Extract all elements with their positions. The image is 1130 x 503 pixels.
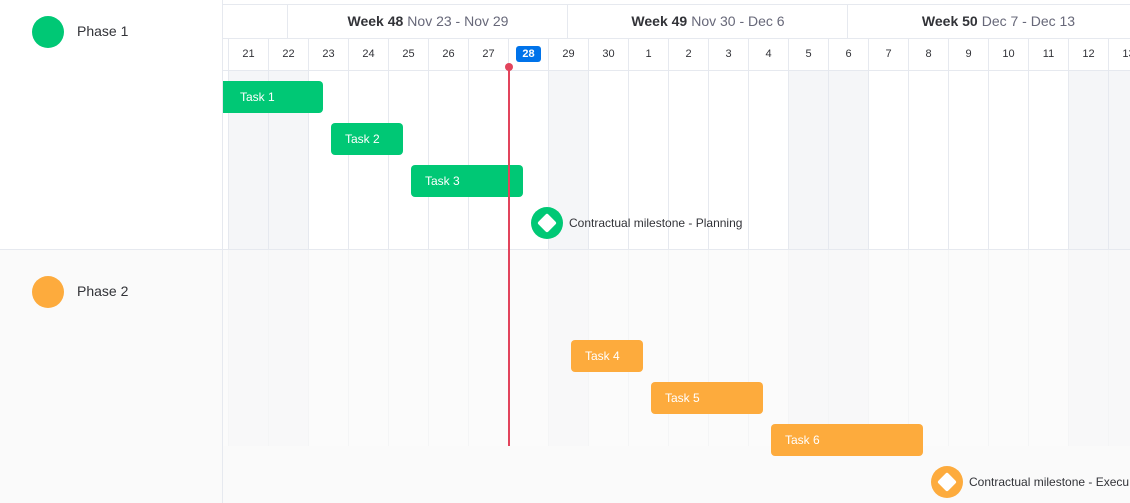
day-cell: 13 [1108,38,1130,70]
week-header-cell: Week 48 Nov 23 - Nov 29 [287,5,568,38]
day-cell: 29 [548,38,588,70]
task-bar-6[interactable]: Task 6 [771,424,923,456]
week-header-cell: Week 49 Nov 30 - Dec 6 [567,5,848,38]
day-cell: 24 [348,38,388,70]
week-header: Week 48 Nov 23 - Nov 29 Week 49 Nov 30 - D… [222,4,1130,39]
day-cell: 9 [948,38,988,70]
day-cell: 4 [748,38,788,70]
day-cell: 11 [1028,38,1068,70]
day-cell-today: 28 [508,38,548,70]
diamond-icon [937,472,957,492]
week-range: Dec 7 - Dec 13 [981,13,1076,29]
day-cell: 26 [428,38,468,70]
phase-2-band [222,249,1130,447]
phase-group-2[interactable]: Phase 2 [0,249,222,503]
week-range: Nov 30 - Dec 6 [691,13,785,29]
day-header: 20 21 22 23 24 25 26 27 28 29 30 1 2 3 4… [222,38,1130,71]
phase-group-1[interactable]: Phase 1 [0,0,222,249]
week-range: Nov 23 - Nov 29 [407,13,509,29]
phase-sidebar: Phase 1 Phase 2 [0,0,223,503]
week-header-cell [222,5,287,38]
day-cell: 30 [588,38,628,70]
phase-1-color-dot[interactable] [32,16,64,48]
day-cell: 23 [308,38,348,70]
day-cell: 25 [388,38,428,70]
week-name: Week 50 [921,13,978,29]
day-cell: 7 [868,38,908,70]
day-cell: 6 [828,38,868,70]
timeline-canvas: Week 48 Nov 23 - Nov 29 Week 49 Nov 30 - D… [222,0,1130,503]
day-cell: 22 [268,38,308,70]
day-cell: 3 [708,38,748,70]
task-bar-4[interactable]: Task 4 [571,340,643,372]
phase-1-label[interactable]: Phase 1 [77,23,129,39]
phase-2-color-dot[interactable] [32,276,64,308]
milestone-planning[interactable] [531,207,563,239]
day-cell: 1 [628,38,668,70]
phase-2-label[interactable]: Phase 2 [77,283,129,299]
day-cell: 5 [788,38,828,70]
task-bar-5[interactable]: Task 5 [651,382,763,414]
day-cell: 21 [228,38,268,70]
phase-2-band-bottom [222,446,1130,503]
today-marker-line [508,66,510,446]
task-bar-1[interactable]: Task 1 [222,81,323,113]
day-cell: 2 [668,38,708,70]
task-bar-2[interactable]: Task 2 [331,123,403,155]
week-header-cell: Week 50 Dec 7 - Dec 13 [847,5,1130,38]
milestone-planning-label[interactable]: Contractual milestone - Planning [569,216,743,230]
day-cell: 10 [988,38,1028,70]
today-badge: 28 [516,46,541,62]
day-cell: 8 [908,38,948,70]
week-name: Week 49 [631,13,688,29]
milestone-execution[interactable] [931,466,963,498]
day-cell: 12 [1068,38,1108,70]
day-cell: 27 [468,38,508,70]
milestone-execution-label[interactable]: Contractual milestone - Execu [969,475,1130,489]
timeline[interactable]: Week 48 Nov 23 - Nov 29 Week 49 Nov 30 - D… [222,0,1130,503]
diamond-icon [537,213,557,233]
week-name: Week 48 [347,13,404,29]
task-bar-3[interactable]: Task 3 [411,165,523,197]
